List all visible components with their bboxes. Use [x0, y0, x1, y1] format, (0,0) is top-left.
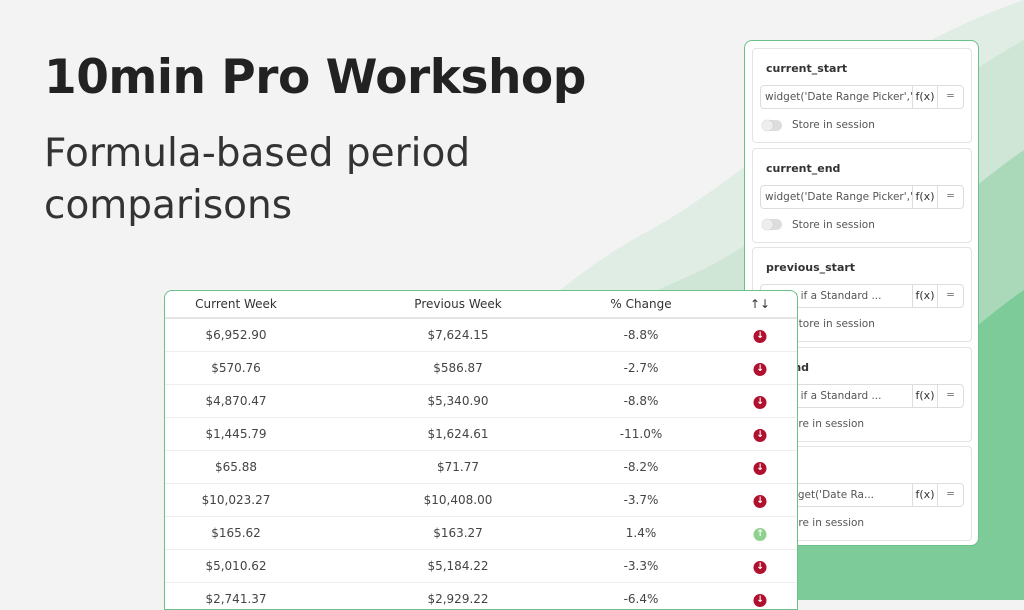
page-subtitle: Formula-based period comparisons [44, 131, 471, 228]
variable-card: current_start widget('Date Range Picker'… [752, 48, 972, 143]
variable-name: current_end [766, 161, 841, 175]
table-cell: $1,624.61 [427, 427, 489, 441]
table-cell: $4,870.47 [205, 394, 267, 408]
arrow-down-circle-icon: ↓ [753, 330, 767, 343]
page-title: 10min Pro Workshop [44, 50, 586, 105]
toggle-label: ore in session [792, 517, 865, 529]
arrow-down-circle-icon: ↓ [753, 396, 767, 409]
arrow-up-circle-icon: ↑ [753, 528, 767, 541]
column-header: % Change [610, 297, 672, 311]
table-cell: -8.2% [623, 460, 659, 474]
toggle-switch[interactable] [762, 219, 782, 230]
toggle-label: Store in session [792, 218, 875, 231]
table-cell: -2.7% [623, 361, 659, 375]
table-cell: $5,184.22 [427, 559, 489, 573]
table-cell: -8.8% [623, 328, 659, 342]
table-row: $2,741.37 $2,929.22 -6.4% ↓ [165, 583, 797, 609]
table-cell: -3.3% [623, 559, 659, 573]
table-cell: $570.76 [211, 361, 261, 375]
table-row: $6,952.90 $7,624.15 -8.8% ↓ [165, 319, 797, 352]
table-cell: $71.77 [437, 460, 479, 474]
formula-input[interactable]: widget('Date Range Picker','... f(x) = [760, 85, 964, 109]
table-cell: -8.8% [623, 394, 659, 408]
column-header: Current Week [195, 297, 277, 311]
table-cell: $6,952.90 [205, 328, 267, 342]
arrow-down-circle-icon: ↓ [753, 495, 767, 508]
variable-name: current_start [766, 62, 848, 75]
function-icon[interactable]: f(x) [912, 484, 937, 506]
function-icon[interactable]: f(x) [912, 384, 937, 407]
table-cell: $5,010.62 [205, 559, 267, 573]
table-row: $5,010.62 $5,184.22 -3.3% ↓ [165, 550, 797, 583]
table-cell: $586.87 [433, 361, 483, 375]
column-header: Previous Week [414, 297, 502, 311]
table-cell: $7,624.15 [427, 328, 489, 342]
arrow-down-circle-icon: ↓ [753, 462, 767, 475]
equals-button[interactable]: = [937, 86, 963, 108]
table-cell: -11.0% [619, 427, 663, 441]
function-icon[interactable]: f(x) [912, 285, 937, 307]
table-row: $4,870.47 $5,340.90 -8.8% ↓ [165, 385, 797, 418]
table-cell: $2,741.37 [205, 592, 267, 606]
table-cell: -6.4% [623, 592, 659, 606]
table-cell: $1,445.79 [205, 427, 267, 441]
table-header: Current Week Previous Week % Change ↑↓ [165, 291, 797, 319]
arrow-down-circle-icon: ↓ [753, 363, 767, 376]
variable-card: current_end widget('Date Range Picker','… [752, 147, 972, 243]
table-cell: $10,408.00 [423, 493, 493, 507]
equals-button[interactable]: = [937, 185, 963, 208]
table-cell: -3.7% [623, 493, 659, 507]
table-row: $165.62 $163.27 1.4% ↑ [165, 517, 797, 550]
table-row: $65.88 $71.77 -8.2% ↓ [165, 451, 797, 484]
function-icon[interactable]: f(x) [912, 185, 937, 208]
variable-name: previous_start [766, 261, 856, 274]
table-cell: $2,929.22 [427, 592, 489, 606]
formula-value[interactable]: widget('Date Range Picker','... [765, 190, 912, 203]
table-cell: $65.88 [215, 460, 257, 474]
table-row: $10,023.27 $10,408.00 -3.7% ↓ [165, 484, 797, 517]
table-row: $1,445.79 $1,624.61 -11.0% ↓ [165, 418, 797, 451]
store-session-toggle[interactable]: Store in session [762, 119, 875, 131]
comparison-table: Current Week Previous Week% Change ↑↓ $6,95… [164, 290, 798, 610]
toggle-switch[interactable] [762, 119, 782, 131]
arrow-down-circle-icon: ↓ [753, 429, 767, 442]
arrow-down-circle-icon: ↓ [753, 594, 767, 607]
toggle-label: Store in session [792, 318, 875, 330]
table-cell: $5,340.90 [427, 394, 489, 408]
table-cell: 1.4% [625, 526, 657, 540]
table-cell: $165.62 [211, 526, 261, 540]
table-row: $570.76 $586.87 -2.7% ↓ [165, 352, 797, 385]
equals-button[interactable]: = [937, 484, 963, 506]
column-header[interactable]: ↑↓ [749, 297, 771, 311]
equals-button[interactable]: = [937, 384, 963, 407]
table-cell: $10,023.27 [201, 493, 271, 507]
toggle-label: ore in session [792, 417, 865, 430]
arrow-down-circle-icon: ↓ [753, 561, 767, 574]
store-session-toggle[interactable]: Store in session [762, 219, 875, 231]
function-icon[interactable]: f(x) [912, 86, 937, 108]
table-cell: $163.27 [433, 526, 483, 540]
toggle-label: Store in session [792, 119, 875, 131]
formula-input[interactable]: widget('Date Range Picker','... f(x) = [760, 184, 964, 209]
formula-value[interactable]: widget('Date Range Picker','... [765, 91, 912, 103]
equals-button[interactable]: = [937, 285, 963, 307]
